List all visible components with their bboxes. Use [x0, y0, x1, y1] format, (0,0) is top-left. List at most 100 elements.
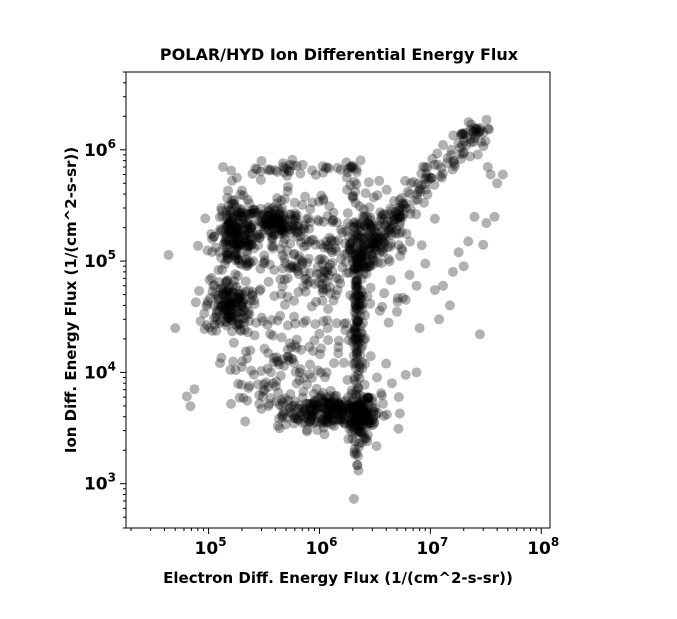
scatter-point — [292, 262, 303, 273]
scatter-point — [307, 197, 318, 208]
scatter-point — [363, 177, 374, 188]
scatter-point — [231, 249, 241, 259]
scatter-point — [394, 210, 405, 221]
scatter-point — [347, 404, 357, 415]
scatter-point — [350, 198, 361, 208]
scatter-point — [223, 312, 234, 322]
scatter-point — [244, 309, 255, 320]
x-tick-label: 108 — [527, 535, 559, 559]
scatter-point — [351, 291, 362, 302]
scatter-point — [322, 414, 332, 424]
scatter-point — [304, 217, 315, 228]
scatter-point — [346, 412, 357, 423]
scatter-point — [359, 415, 370, 426]
scatter-point — [336, 396, 347, 407]
scatter-point — [313, 196, 324, 207]
scatter-point — [227, 280, 238, 291]
scatter-point — [356, 253, 367, 264]
scatter-point — [218, 284, 229, 295]
scatter-point — [389, 214, 400, 225]
scatter-point — [283, 351, 294, 362]
scatter-point — [337, 406, 348, 417]
scatter-point — [220, 233, 231, 244]
scatter-point — [284, 209, 295, 220]
scatter-point — [209, 313, 219, 323]
scatter-point — [458, 148, 469, 159]
scatter-point — [317, 283, 328, 294]
scatter-point — [369, 224, 380, 234]
scatter-point — [258, 219, 269, 230]
scatter-point — [324, 270, 335, 281]
scatter-point — [228, 213, 239, 224]
scatter-point — [353, 420, 364, 431]
scatter-point — [355, 401, 366, 411]
scatter-point — [356, 409, 367, 420]
scatter-point — [221, 287, 232, 297]
scatter-point — [307, 418, 318, 429]
scatter-point — [401, 198, 412, 209]
scatter-point — [282, 186, 293, 197]
scatter-point — [383, 317, 394, 328]
scatter-point — [290, 318, 301, 329]
scatter-point — [216, 252, 227, 263]
scatter-point — [458, 129, 469, 140]
scatter-point — [242, 300, 253, 310]
scatter-point — [272, 356, 282, 366]
scatter-point — [214, 247, 225, 257]
scatter-point — [270, 381, 281, 392]
scatter-point — [305, 414, 316, 425]
scatter-point — [274, 207, 285, 218]
scatter-point — [352, 352, 363, 363]
scatter-point — [337, 262, 348, 273]
scatter-point — [346, 161, 357, 172]
scatter-point — [381, 409, 392, 420]
scatter-point — [222, 250, 233, 261]
scatter-point — [353, 382, 364, 393]
scatter-point — [356, 274, 367, 284]
scatter-point — [233, 254, 244, 265]
scatter-point — [231, 253, 242, 264]
scatter-point — [229, 230, 240, 241]
scatter-point — [376, 212, 387, 223]
scatter-point — [305, 359, 315, 370]
scatter-point — [333, 342, 344, 353]
scatter-point — [378, 209, 389, 219]
scatter-point — [354, 291, 365, 302]
scatter-point — [233, 288, 244, 299]
scatter-point — [371, 232, 382, 243]
scatter-point — [333, 406, 344, 417]
scatter-point — [200, 213, 211, 224]
scatter-point — [385, 238, 396, 249]
scatter-point — [227, 326, 238, 337]
scatter-point — [394, 220, 405, 231]
scatter-point — [363, 417, 374, 428]
scatter-point — [271, 213, 282, 224]
scatter-point — [298, 317, 309, 328]
scatter-point — [254, 232, 265, 243]
scatter-point — [230, 255, 241, 266]
scatter-point — [344, 267, 355, 278]
scatter-point — [244, 198, 255, 209]
scatter-point — [358, 242, 369, 253]
scatter-point — [337, 403, 348, 414]
scatter-point — [234, 208, 245, 219]
scatter-point — [220, 228, 231, 239]
scatter-point — [297, 392, 308, 403]
scatter-point — [389, 211, 400, 222]
scatter-point — [289, 215, 300, 226]
scatter-point — [240, 346, 251, 357]
scatter-point — [442, 158, 453, 168]
scatter-point — [235, 319, 245, 330]
scatter-point — [276, 224, 287, 235]
scatter-point — [397, 245, 408, 256]
scatter-point — [248, 369, 259, 380]
scatter-point — [225, 239, 236, 250]
scatter-point — [276, 218, 287, 229]
scatter-point — [314, 268, 325, 279]
scatter-point — [265, 329, 276, 339]
scatter-point — [220, 239, 231, 250]
scatter-point — [223, 295, 234, 306]
scatter-point — [354, 400, 364, 411]
y-tick-label: 103 — [84, 471, 116, 495]
scatter-point — [351, 303, 362, 314]
